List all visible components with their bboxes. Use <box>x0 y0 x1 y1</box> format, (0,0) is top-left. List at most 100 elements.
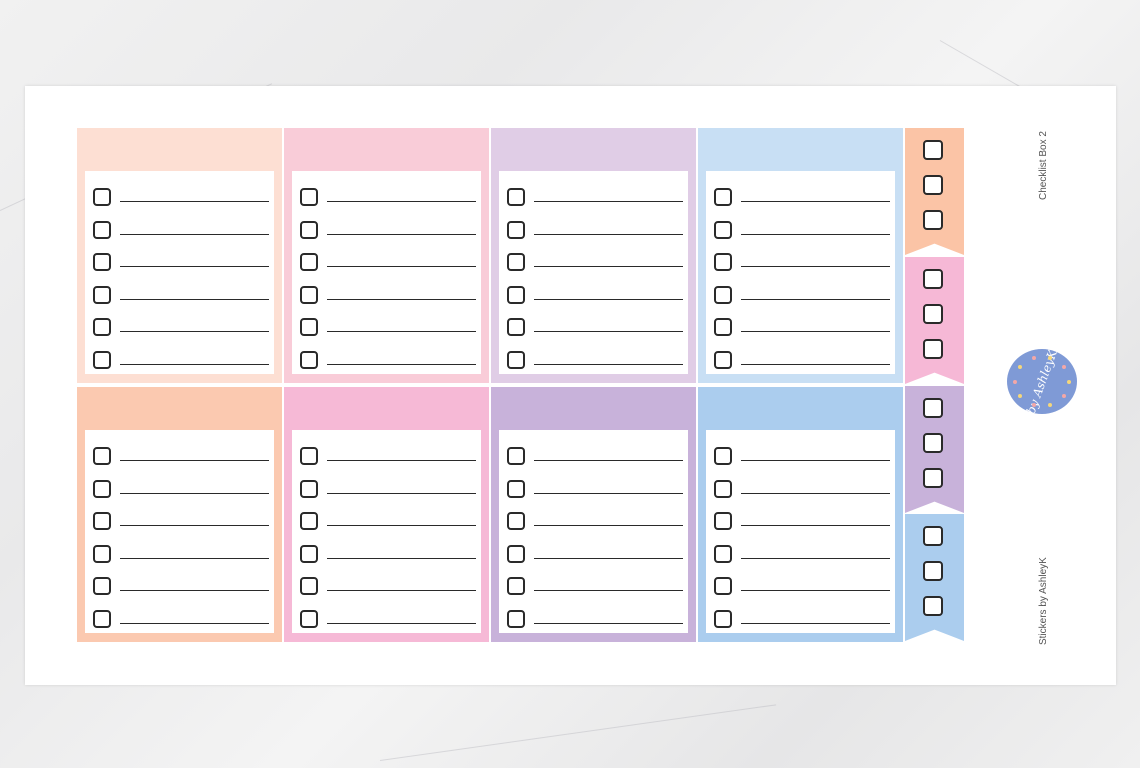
checkbox-icon[interactable] <box>923 596 943 616</box>
write-line <box>120 525 269 526</box>
checkbox-icon[interactable] <box>507 188 525 206</box>
checkbox-icon[interactable] <box>93 285 111 304</box>
checkbox-icon[interactable] <box>923 398 943 418</box>
checkbox-icon[interactable] <box>507 577 525 595</box>
checklist-item <box>300 544 476 563</box>
checklist-item <box>93 350 269 369</box>
checkbox-icon[interactable] <box>300 577 318 595</box>
write-line <box>534 557 683 559</box>
checklist-item <box>507 512 683 530</box>
checkbox-icon[interactable] <box>714 285 732 304</box>
write-line <box>120 557 269 559</box>
checkbox-icon[interactable] <box>923 468 943 488</box>
write-line <box>741 233 890 235</box>
checkbox-icon[interactable] <box>923 526 943 546</box>
checkbox-icon[interactable] <box>714 447 732 465</box>
checkbox-icon[interactable] <box>300 318 318 336</box>
checkbox-icon[interactable] <box>714 479 732 498</box>
checkbox-icon[interactable] <box>714 318 732 336</box>
checkbox-icon[interactable] <box>714 253 732 271</box>
write-line <box>327 363 476 365</box>
checkbox-icon[interactable] <box>300 447 318 465</box>
heart-dot-icon <box>1031 403 1036 408</box>
checkbox-icon[interactable] <box>93 188 111 206</box>
checkbox-icon[interactable] <box>923 339 943 359</box>
checkbox-icon[interactable] <box>300 609 318 628</box>
checklist-item <box>300 253 476 271</box>
checklist-sticker <box>284 387 489 642</box>
write-line <box>120 590 269 591</box>
checkbox-icon[interactable] <box>714 544 732 563</box>
checkbox-icon[interactable] <box>507 318 525 336</box>
checkbox-icon[interactable] <box>300 220 318 239</box>
checkbox-icon[interactable] <box>923 304 943 324</box>
checkbox-icon[interactable] <box>507 447 525 465</box>
checkbox-icon[interactable] <box>923 561 943 581</box>
checkbox-icon[interactable] <box>507 609 525 628</box>
checkbox-icon[interactable] <box>507 220 525 239</box>
checkbox-icon[interactable] <box>300 188 318 206</box>
checkbox-icon[interactable] <box>507 285 525 304</box>
write-line <box>120 298 269 300</box>
checkbox-icon[interactable] <box>300 479 318 498</box>
checklist-item <box>714 577 890 595</box>
heart-dot-icon <box>1031 355 1036 360</box>
write-line <box>741 492 890 494</box>
checklist-panel <box>292 430 481 633</box>
checklist-sticker <box>698 387 903 642</box>
write-line <box>120 201 269 202</box>
checkbox-icon[interactable] <box>507 479 525 498</box>
checkbox-icon[interactable] <box>923 140 943 160</box>
checkbox-icon[interactable] <box>507 350 525 369</box>
checkbox-icon[interactable] <box>300 285 318 304</box>
checkbox-icon[interactable] <box>93 609 111 628</box>
write-line <box>327 298 476 300</box>
write-line <box>327 622 476 624</box>
write-line <box>534 460 683 461</box>
flag-sticker <box>905 128 964 255</box>
checkbox-icon[interactable] <box>93 577 111 595</box>
checkbox-icon[interactable] <box>923 433 943 453</box>
checkbox-icon[interactable] <box>93 220 111 239</box>
checkbox-icon[interactable] <box>714 188 732 206</box>
checkbox-icon[interactable] <box>300 544 318 563</box>
write-line <box>741 298 890 300</box>
checklist-item <box>93 253 269 271</box>
checkbox-icon[interactable] <box>300 253 318 271</box>
checkbox-icon[interactable] <box>714 350 732 369</box>
checkbox-icon[interactable] <box>714 512 732 530</box>
checkbox-icon[interactable] <box>300 350 318 369</box>
checklist-item <box>93 544 269 563</box>
checkbox-icon[interactable] <box>93 512 111 530</box>
checkbox-icon[interactable] <box>507 253 525 271</box>
checkbox-icon[interactable] <box>923 210 943 230</box>
checklist-item <box>507 350 683 369</box>
checkbox-icon[interactable] <box>923 269 943 289</box>
write-line <box>120 233 269 235</box>
flag-sticker <box>905 514 964 641</box>
write-line <box>741 266 890 267</box>
write-line <box>534 266 683 267</box>
checkbox-icon[interactable] <box>507 512 525 530</box>
heart-dot-icon <box>1018 364 1023 369</box>
checklist-item <box>300 479 476 498</box>
checkbox-icon[interactable] <box>714 577 732 595</box>
checkbox-icon[interactable] <box>93 253 111 271</box>
checkbox-icon[interactable] <box>93 350 111 369</box>
checkbox-icon[interactable] <box>507 544 525 563</box>
logo-text: by AshleyK <box>1023 347 1061 416</box>
checkbox-icon[interactable] <box>300 512 318 530</box>
checklist-item <box>300 609 476 628</box>
checkbox-icon[interactable] <box>923 175 943 195</box>
checkbox-icon[interactable] <box>714 609 732 628</box>
checkbox-icon[interactable] <box>93 318 111 336</box>
checkbox-icon[interactable] <box>93 447 111 465</box>
checklist-item <box>714 609 890 628</box>
write-line <box>327 233 476 235</box>
checklist-item <box>507 253 683 271</box>
checkbox-icon[interactable] <box>93 479 111 498</box>
write-line <box>534 233 683 235</box>
checkbox-icon[interactable] <box>714 220 732 239</box>
checklist-item <box>93 609 269 628</box>
checkbox-icon[interactable] <box>93 544 111 563</box>
